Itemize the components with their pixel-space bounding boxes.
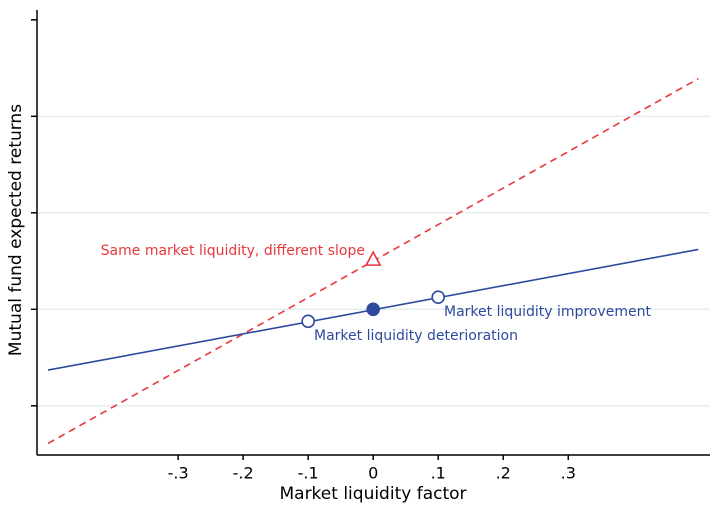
x-tick-label: 0 [368,464,378,483]
circle-marker [366,302,380,317]
circle-marker [301,314,315,329]
x-tick-label: .1 [431,464,446,483]
circle-marker [431,290,445,305]
annotation: Market liquidity deterioration [314,328,518,344]
x-tick-label: -.3 [168,464,189,483]
annotation: Market liquidity improvement [444,304,651,320]
x-tick-label: -.2 [233,464,254,483]
y-axis-label: Mutual fund expected returns [6,104,26,356]
x-tick-label: .3 [561,464,576,483]
annotation: Same market liquidity, different slope [101,243,365,259]
triangle-marker [364,250,382,266]
x-axis-label: Market liquidity factor [279,484,466,504]
x-tick-label: -.1 [298,464,319,483]
x-tick-label: .2 [496,464,511,483]
